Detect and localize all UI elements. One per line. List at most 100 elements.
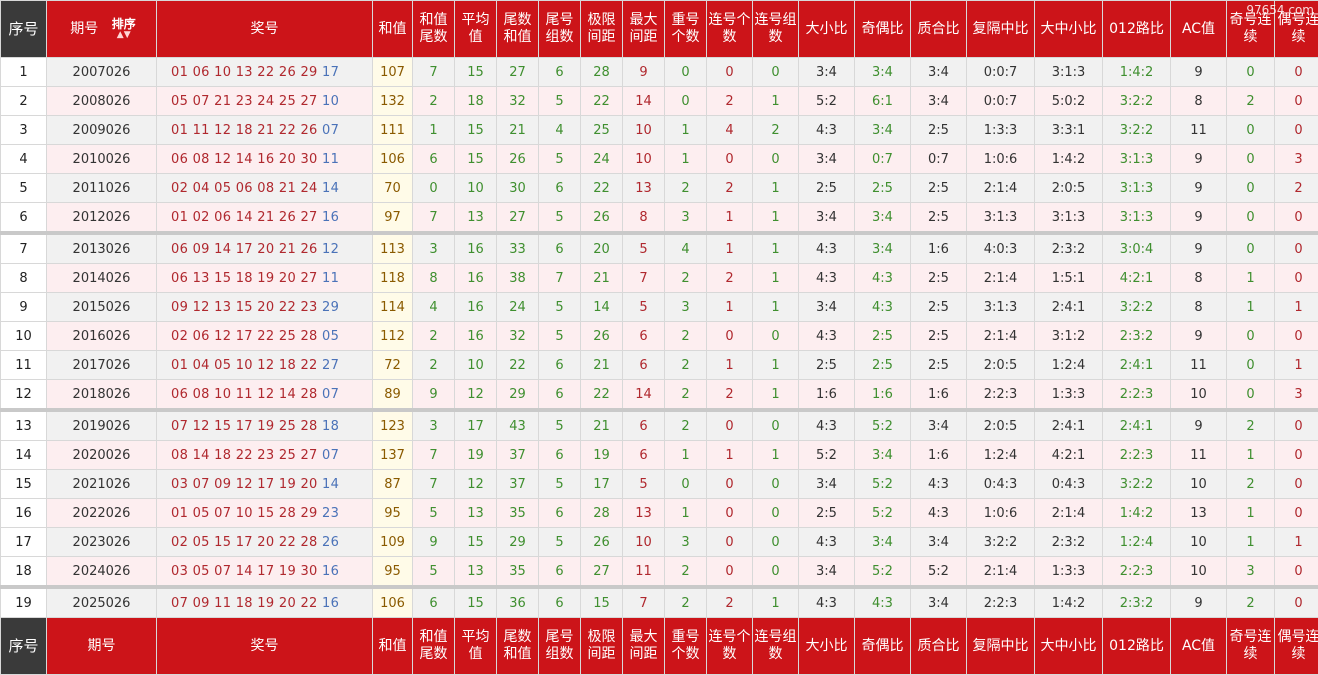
- red-balls: 01 02 06 14 21 26 27: [171, 210, 318, 225]
- cell-even-consec: 3: [1275, 145, 1318, 174]
- cell-repeat: 0: [665, 87, 707, 116]
- red-balls: 07 12 15 17 19 25 28: [171, 419, 318, 434]
- col-header-odd-even: 奇偶比: [855, 1, 911, 58]
- cell-odd-consec: 0: [1227, 351, 1275, 380]
- red-balls: 03 07 09 12 17 19 20: [171, 477, 318, 492]
- col-header-big-mid-small: 大中小比: [1035, 1, 1103, 58]
- cell-seq: 1: [1, 58, 47, 87]
- cell-prime-comp: 3:4: [911, 87, 967, 116]
- cell-prime-comp: 1:6: [911, 441, 967, 470]
- cell-seq: 10: [1, 322, 47, 351]
- red-balls: 02 04 05 06 08 21 24: [171, 181, 318, 196]
- blue-ball: 29: [322, 300, 339, 315]
- cell-tail-sum: 43: [497, 410, 539, 441]
- cell-period: 2010026: [47, 145, 157, 174]
- cell-tail-sum: 27: [497, 58, 539, 87]
- cell-consec-groups: 1: [753, 264, 799, 293]
- cell-big-mid-small: 2:3:2: [1035, 233, 1103, 264]
- blue-ball: 07: [322, 123, 339, 138]
- cell-prime-comp: 2:5: [911, 116, 967, 145]
- cell-consec-groups: 1: [753, 174, 799, 203]
- cell-repeat-gap-mid: 0:4:3: [967, 470, 1035, 499]
- cell-big-mid-small: 3:1:2: [1035, 322, 1103, 351]
- cell-big-mid-small: 2:3:2: [1035, 528, 1103, 557]
- cell-sum-tail: 7: [413, 203, 455, 234]
- cell-seq: 13: [1, 410, 47, 441]
- cell-tail-sum: 37: [497, 470, 539, 499]
- cell-even-consec: 0: [1275, 557, 1318, 588]
- cell-consec-count: 0: [707, 145, 753, 174]
- cell-tail-groups: 5: [539, 322, 581, 351]
- col-header-consec-count: 连号个数: [707, 1, 753, 58]
- cell-avg: 10: [455, 174, 497, 203]
- cell-repeat: 2: [665, 410, 707, 441]
- footer-header-seq: 序号: [1, 618, 47, 675]
- red-balls: 06 09 14 17 20 21 26: [171, 242, 318, 257]
- cell-odd-consec: 1: [1227, 499, 1275, 528]
- cell-avg: 10: [455, 351, 497, 380]
- cell-prime-comp: 3:4: [911, 58, 967, 87]
- cell-numbers: 06 13 15 18 19 20 27 11: [157, 264, 373, 293]
- cell-consec-groups: 1: [753, 293, 799, 322]
- cell-sum: 132: [373, 87, 413, 116]
- cell-mod012: 3:2:2: [1103, 116, 1171, 145]
- cell-even-consec: 0: [1275, 587, 1318, 618]
- cell-mod012: 2:3:2: [1103, 587, 1171, 618]
- cell-even-consec: 1: [1275, 293, 1318, 322]
- cell-numbers: 02 05 15 17 20 22 28 26: [157, 528, 373, 557]
- cell-tail-groups: 5: [539, 145, 581, 174]
- blue-ball: 26: [322, 535, 339, 550]
- cell-period: 2023026: [47, 528, 157, 557]
- cell-consec-count: 2: [707, 174, 753, 203]
- cell-seq: 9: [1, 293, 47, 322]
- cell-numbers: 06 09 14 17 20 21 26 12: [157, 233, 373, 264]
- cell-period: 2018026: [47, 380, 157, 411]
- cell-ac: 11: [1171, 441, 1227, 470]
- cell-even-consec: 0: [1275, 58, 1318, 87]
- cell-even-consec: 0: [1275, 87, 1318, 116]
- sort-control[interactable]: 排序 ▲▼: [109, 18, 139, 40]
- sort-arrows-icon[interactable]: ▲▼: [109, 31, 139, 40]
- cell-sum-tail: 5: [413, 499, 455, 528]
- col-header-seq: 序号: [1, 1, 47, 58]
- cell-odd-consec: 2: [1227, 87, 1275, 116]
- cell-prime-comp: 4:3: [911, 470, 967, 499]
- cell-even-consec: 0: [1275, 470, 1318, 499]
- cell-range: 26: [581, 322, 623, 351]
- cell-ac: 9: [1171, 587, 1227, 618]
- cell-ac: 9: [1171, 174, 1227, 203]
- cell-max-gap: 10: [623, 528, 665, 557]
- cell-ac: 10: [1171, 557, 1227, 588]
- red-balls: 01 04 05 10 12 18 22: [171, 358, 318, 373]
- cell-numbers: 05 07 21 23 24 25 27 10: [157, 87, 373, 116]
- footer-header-odd-consec: 奇号连续: [1227, 618, 1275, 675]
- cell-big-small: 4:3: [799, 322, 855, 351]
- cell-sum-tail: 5: [413, 557, 455, 588]
- cell-avg: 13: [455, 499, 497, 528]
- red-balls: 06 08 12 14 16 20 30: [171, 152, 318, 167]
- cell-avg: 16: [455, 293, 497, 322]
- cell-seq: 11: [1, 351, 47, 380]
- cell-odd-even: 0:7: [855, 145, 911, 174]
- cell-max-gap: 11: [623, 557, 665, 588]
- blue-ball: 17: [322, 65, 339, 80]
- cell-repeat-gap-mid: 1:3:3: [967, 116, 1035, 145]
- cell-range: 28: [581, 499, 623, 528]
- cell-repeat: 0: [665, 58, 707, 87]
- cell-max-gap: 6: [623, 410, 665, 441]
- cell-seq: 19: [1, 587, 47, 618]
- cell-consec-groups: 1: [753, 351, 799, 380]
- col-header-period[interactable]: 期号 排序 ▲▼: [47, 1, 157, 58]
- cell-max-gap: 5: [623, 470, 665, 499]
- cell-tail-sum: 35: [497, 499, 539, 528]
- col-header-repeat-gap-mid: 复隔中比: [967, 1, 1035, 58]
- cell-range: 25: [581, 116, 623, 145]
- cell-odd-consec: 0: [1227, 116, 1275, 145]
- cell-sum: 106: [373, 587, 413, 618]
- cell-sum: 95: [373, 557, 413, 588]
- cell-even-consec: 0: [1275, 116, 1318, 145]
